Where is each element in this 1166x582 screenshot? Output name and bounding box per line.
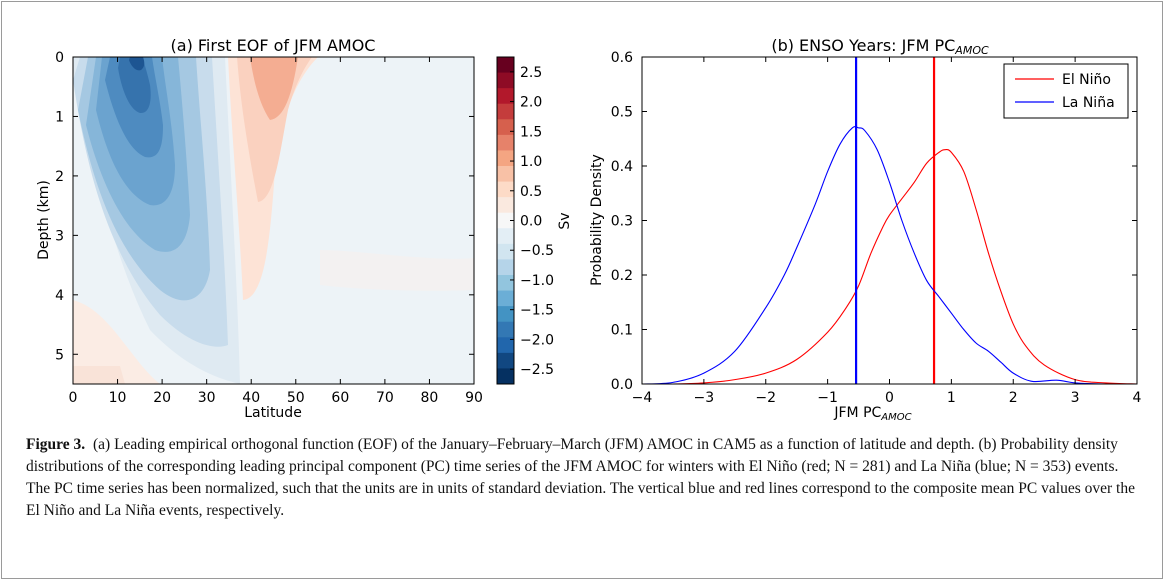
panel-b-y-ticks: 0.0 0.1 0.2 0.3 0.4 0.5 0.6 xyxy=(611,50,1137,393)
colorbar-tick-label: 2.5 xyxy=(520,65,542,81)
panel-a-title: (a) First EOF of JFM AMOC xyxy=(171,36,376,55)
y-tick-label: 1 xyxy=(55,109,64,125)
x-tick-label: 40 xyxy=(242,390,260,406)
y-tick-label: 0 xyxy=(55,50,64,66)
colorbar-tick-label: 2.0 xyxy=(520,95,542,111)
colorbar-tick-label: 1.0 xyxy=(520,154,542,170)
x-tick-label: 0 xyxy=(885,390,894,406)
y-tick-label: 0.1 xyxy=(611,323,633,339)
x-tick-label: 70 xyxy=(376,390,394,406)
caption-label: Figure 3. xyxy=(26,436,86,453)
colorbar-segment xyxy=(497,290,514,307)
panel-b-xlabel: JFM PCAMOC xyxy=(833,405,911,423)
colorbar-segment xyxy=(497,72,514,89)
colorbar-segment xyxy=(497,57,514,74)
x-tick-label: 80 xyxy=(421,390,439,406)
x-tick-label: −2 xyxy=(755,390,776,406)
y-tick-label: 2 xyxy=(55,169,64,185)
x-tick-label: −4 xyxy=(632,390,653,406)
colorbar-tick-label: −0.5 xyxy=(520,243,554,259)
x-tick-label: −1 xyxy=(817,390,838,406)
colorbar-segment xyxy=(497,197,514,214)
colorbar-segment xyxy=(497,259,514,276)
pdf-curve-la-nina xyxy=(642,125,1137,384)
colorbar-segment xyxy=(497,103,514,120)
colorbar-segment xyxy=(497,150,514,167)
legend-box xyxy=(1003,63,1129,119)
y-tick-label: 0.5 xyxy=(611,105,633,121)
x-tick-label: 4 xyxy=(1133,390,1142,406)
colorbar-segment xyxy=(497,321,514,338)
colorbar-segment xyxy=(497,212,514,229)
colorbar-tick-label: −1.5 xyxy=(520,303,554,319)
legend-label-el-nino: El Niño xyxy=(1062,72,1111,88)
colorbar-segment xyxy=(497,337,514,354)
colorbar-segment xyxy=(497,181,514,198)
colorbar-segment xyxy=(497,228,514,245)
colorbar-tick-label: 0.0 xyxy=(520,214,542,230)
colorbar-segment xyxy=(497,352,514,369)
x-tick-label: 60 xyxy=(331,390,349,406)
colorbar-segment xyxy=(497,275,514,292)
panel-a-y-ticks: 0 1 2 3 4 5 xyxy=(55,50,474,363)
figure-svg: (a) First EOF of JFM AMOC 0 10 20 30 40 50 60 7… xyxy=(36,36,1142,423)
panel-a-x-ticks: 0 10 20 30 40 50 60 70 80 90 xyxy=(69,57,483,406)
y-tick-label: 3 xyxy=(55,228,64,244)
panel-b-ylabel: Probability Density xyxy=(589,154,605,286)
panel-a: (a) First EOF of JFM AMOC 0 10 20 30 40 50 60 7… xyxy=(36,36,573,421)
legend-label-la-nina: La Niña xyxy=(1062,95,1115,111)
colorbar-label: Sv xyxy=(557,212,573,229)
colorbar-segment xyxy=(497,119,514,136)
eof-contour-field xyxy=(73,57,474,384)
x-tick-label: 10 xyxy=(109,390,127,406)
colorbar-tick-label: −2.0 xyxy=(520,332,554,348)
x-tick-label: 30 xyxy=(198,390,216,406)
figure-caption: Figure 3. (a) Leading empirical orthogon… xyxy=(26,434,1144,522)
colorbar-segment xyxy=(497,368,514,385)
colorbar-ticks: 2.5 2.0 1.5 1.0 0.5 0.0 −0.5 −1.0 −1.5 −2.0 −2.5 xyxy=(510,65,554,378)
x-tick-label: 20 xyxy=(153,390,171,406)
panel-b: (b) ENSO Years: JFM PCAMOC −4 −3 −2 −1 0 1 2 3 4… xyxy=(589,36,1142,423)
colorbar-segment xyxy=(497,243,514,260)
y-tick-label: 0.3 xyxy=(611,214,633,230)
colorbar-tick-label: −1.0 xyxy=(520,273,554,289)
colorbar-tick-label: 1.5 xyxy=(520,124,542,140)
x-tick-label: 1 xyxy=(947,390,956,406)
y-tick-label: 5 xyxy=(55,347,64,363)
colorbar-segment xyxy=(497,306,514,323)
panel-b-x-ticks: −4 −3 −2 −1 0 1 2 3 4 xyxy=(632,57,1142,406)
colorbar-segment xyxy=(497,88,514,105)
y-tick-label: 4 xyxy=(55,288,64,304)
x-tick-label: −3 xyxy=(694,390,715,406)
x-tick-label: 2 xyxy=(1009,390,1018,406)
pdf-curve-el-nino xyxy=(642,149,1137,384)
colorbar-segment xyxy=(497,134,514,151)
colorbar-segment xyxy=(497,166,514,183)
x-tick-label: 0 xyxy=(69,390,78,406)
colorbar-tick-label: −2.5 xyxy=(520,362,554,378)
y-tick-label: 0.2 xyxy=(611,268,633,284)
panel-a-ylabel: Depth (km) xyxy=(36,180,52,260)
x-tick-label: 3 xyxy=(1071,390,1080,406)
panel-a-xlabel: Latitude xyxy=(244,405,302,421)
x-tick-label: 90 xyxy=(465,390,483,406)
panel-b-title: (b) ENSO Years: JFM PCAMOC xyxy=(771,36,989,57)
colorbar-tick-label: 0.5 xyxy=(520,184,542,200)
panel-a-axes-box xyxy=(72,56,475,385)
y-tick-label: 0.6 xyxy=(611,50,633,66)
x-tick-label: 50 xyxy=(287,390,305,406)
caption-text: (a) Leading empirical orthogonal functio… xyxy=(26,436,1135,519)
y-tick-label: 0.0 xyxy=(611,377,633,393)
panel-b-plot-area xyxy=(642,57,1137,384)
y-tick-label: 0.4 xyxy=(611,159,633,175)
legend: El Niño La Niña xyxy=(1003,63,1129,119)
